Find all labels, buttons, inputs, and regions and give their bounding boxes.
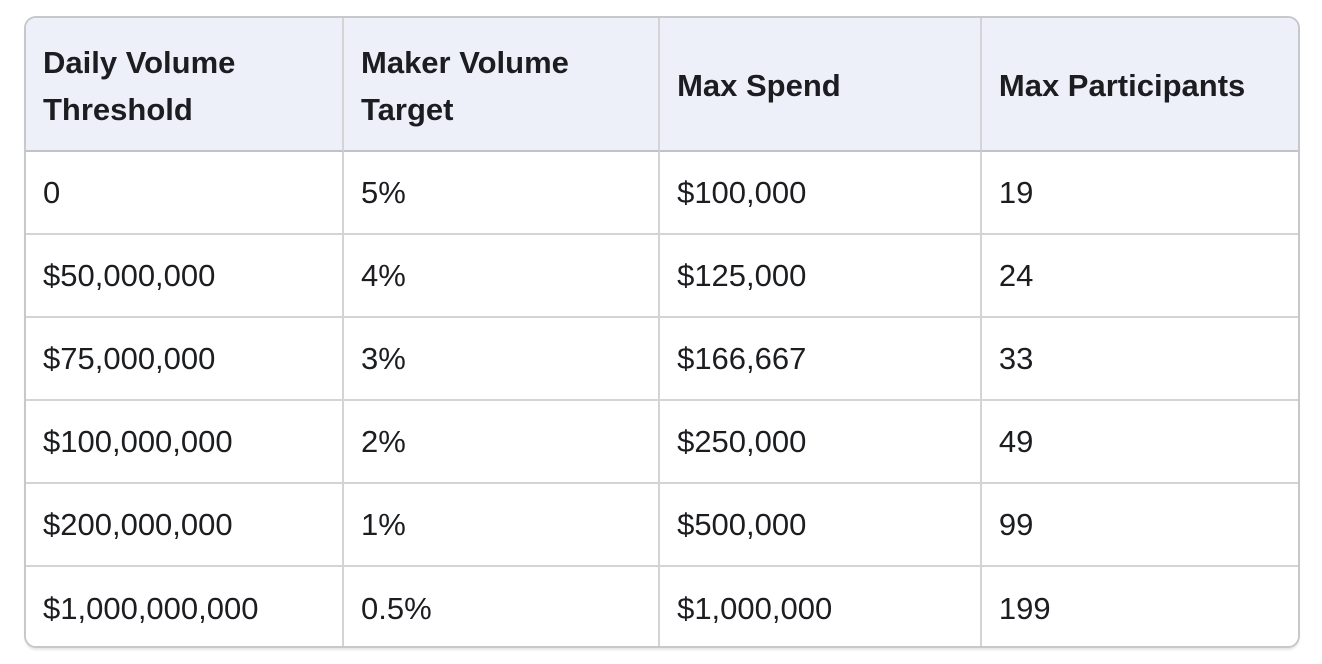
cell-daily-volume-threshold: $75,000,000 [26,318,344,401]
column-header-max-participants: Max Participants [981,18,1298,152]
table-row: $100,000,000 2% $250,000 49 [26,401,1298,484]
cell-maker-volume-target: 2% [344,401,661,484]
cell-daily-volume-threshold: $1,000,000,000 [26,567,344,646]
cell-max-participants: 199 [981,567,1298,646]
cell-daily-volume-threshold: $200,000,000 [26,484,344,567]
column-header-maker-volume-target: Maker Volume Target [344,18,661,152]
table-header-row: Daily Volume Threshold Maker Volume Targ… [26,18,1298,152]
cell-max-spend: $100,000 [660,152,982,235]
cell-daily-volume-threshold: $50,000,000 [26,235,344,318]
cell-max-spend: $250,000 [660,401,982,484]
cell-max-participants: 99 [981,484,1298,567]
cell-max-participants: 24 [981,235,1298,318]
column-header-daily-volume-threshold: Daily Volume Threshold [26,18,344,152]
column-header-max-spend: Max Spend [660,18,982,152]
cell-maker-volume-target: 0.5% [344,567,661,646]
table-row: $50,000,000 4% $125,000 24 [26,235,1298,318]
cell-max-spend: $125,000 [660,235,982,318]
table-row: $75,000,000 3% $166,667 33 [26,318,1298,401]
cell-maker-volume-target: 1% [344,484,661,567]
cell-max-spend: $166,667 [660,318,982,401]
tier-table-container: Daily Volume Threshold Maker Volume Targ… [24,16,1300,648]
cell-daily-volume-threshold: 0 [26,152,344,235]
cell-max-spend: $500,000 [660,484,982,567]
cell-daily-volume-threshold: $100,000,000 [26,401,344,484]
cell-max-participants: 49 [981,401,1298,484]
cell-maker-volume-target: 5% [344,152,661,235]
cell-max-participants: 33 [981,318,1298,401]
cell-max-spend: $1,000,000 [660,567,982,646]
cell-maker-volume-target: 4% [344,235,661,318]
table-row: 0 5% $100,000 19 [26,152,1298,235]
tier-table: Daily Volume Threshold Maker Volume Targ… [26,18,1298,646]
cell-maker-volume-target: 3% [344,318,661,401]
table-row: $1,000,000,000 0.5% $1,000,000 199 [26,567,1298,646]
table-row: $200,000,000 1% $500,000 99 [26,484,1298,567]
cell-max-participants: 19 [981,152,1298,235]
